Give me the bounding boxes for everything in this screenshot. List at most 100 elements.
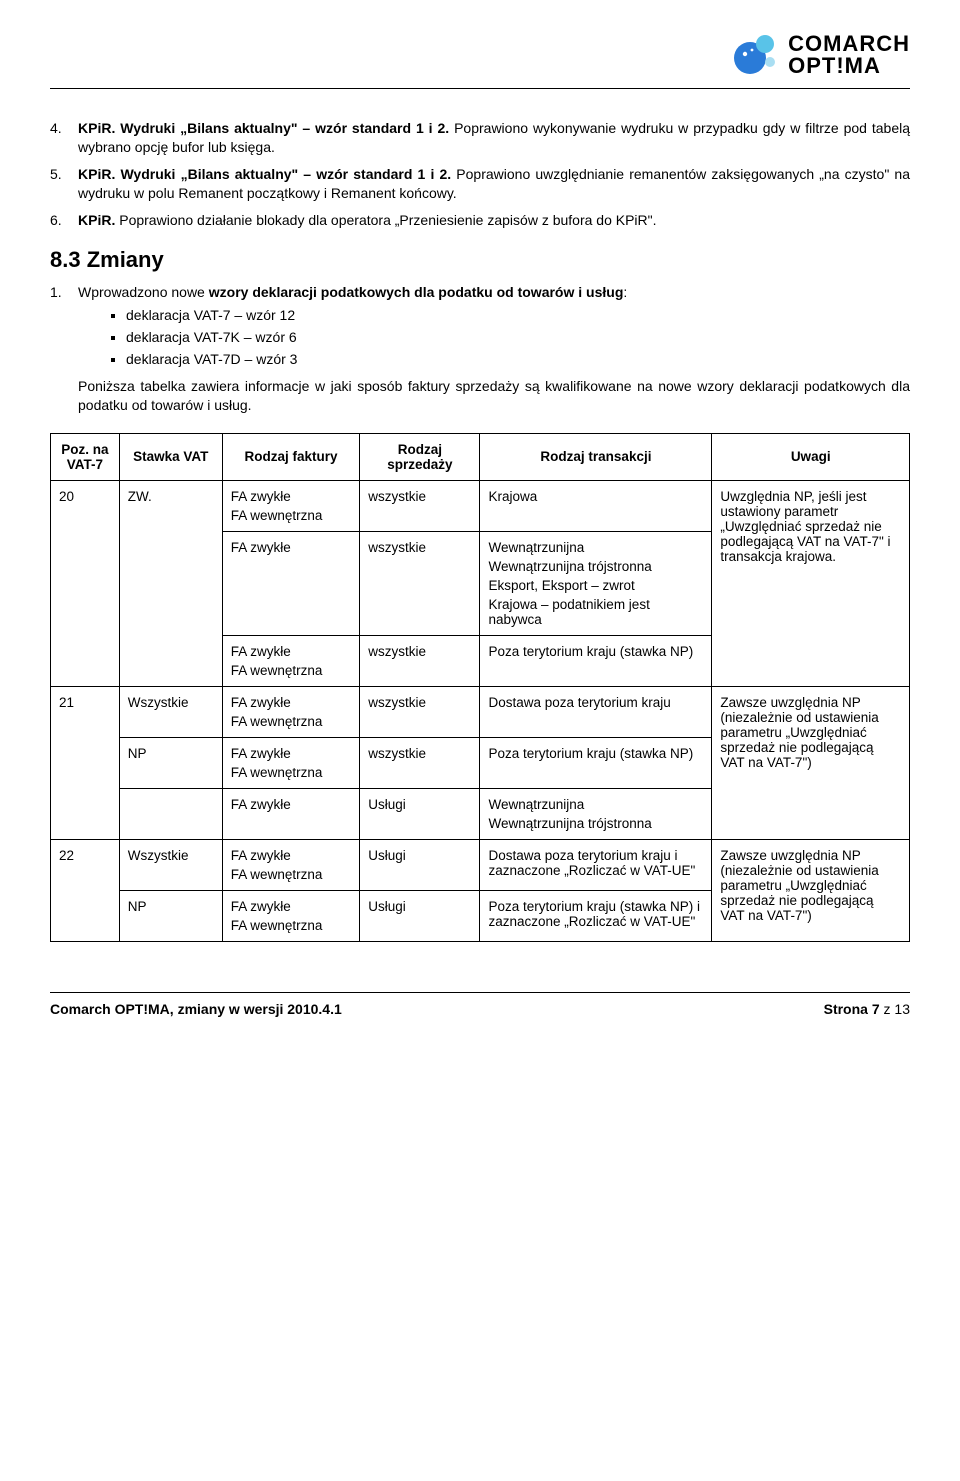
zmiany-intro-after: : [623,284,627,300]
vat-table-body: 20ZW. FA zwykłe FA wewnętrzna wszystkie Kraj… [51,480,910,941]
cell-line: Poza terytorium kraju (stawka NP) i zazn… [488,899,703,929]
cell-line: FA wewnętrzna [231,918,351,933]
cell-uwagi: Zawsze uwzględnia NP (niezależnie od ust… [712,839,910,941]
cell-stawka [119,788,222,839]
table-header-cell: Rodzaj faktury [222,433,359,480]
cell-sprzedaz: wszystkie [360,480,480,531]
cell-sprzedaz: wszystkie [360,686,480,737]
cell-line: FA zwykłe [231,746,351,761]
bullet-item: deklaracja VAT-7K – wzór 6 [126,328,910,347]
cell-uwagi: Zawsze uwzględnia NP (niezależnie od ust… [712,686,910,839]
cell-transakcja: Poza terytorium kraju (stawka NP) i zazn… [480,890,712,941]
cell-faktura: FA zwykłe FA wewnętrzna [222,686,359,737]
cell-line: FA zwykłe [231,899,351,914]
header-rule [50,88,910,89]
cell-line: Wewnątrzunijna [488,797,703,812]
cell-line: FA zwykłe [231,644,351,659]
cell-transakcja: Poza terytorium kraju (stawka NP) [480,635,712,686]
table-header-cell: Poz. na VAT-7 [51,433,120,480]
cell-transakcja: Dostawa poza terytorium kraju [480,686,712,737]
cell-poz: 20 [51,480,120,686]
list-item-num: 5. [50,165,62,184]
table-header-cell: Stawka VAT [119,433,222,480]
cell-faktura: FA zwykłe FA wewnętrzna [222,737,359,788]
cell-stawka: ZW. [119,480,222,686]
zmiany-bullets: deklaracja VAT-7 – wzór 12 deklaracja VAT… [78,306,910,369]
cell-faktura: FA zwykłe FA wewnętrzna [222,839,359,890]
logo-product: OPT!MA [788,55,910,77]
cell-sprzedaz: Usługi [360,839,480,890]
cell-faktura: FA zwykłe FA wewnętrzna [222,890,359,941]
table-header-cell: Rodzaj sprzedaży [360,433,480,480]
cell-line: Krajowa – podatnikiem jest nabywca [488,597,703,627]
zmiany-para: Poniższa tabelka zawiera informacje w ja… [78,377,910,415]
cell-transakcja: Wewnątrzunijna Wewnątrzunijna trójstronna… [480,531,712,635]
cell-stawka: NP [119,890,222,941]
cell-line: FA wewnętrzna [231,508,351,523]
footer-page-label: Strona [824,1001,872,1017]
cell-faktura: FA zwykłe FA wewnętrzna [222,480,359,531]
cell-stawka: Wszystkie [119,686,222,737]
section-heading: 8.3 Zmiany [50,247,910,273]
cell-line: FA zwykłe [231,848,351,863]
bullet-item: deklaracja VAT-7D – wzór 3 [126,350,910,369]
table-row: 22WszystkieFA zwykłeFA wewnętrznaUsługiD… [51,839,910,890]
cell-line: FA wewnętrzna [231,867,351,882]
cell-sprzedaz: Usługi [360,890,480,941]
footer-page-num: 7 [872,1001,880,1017]
cell-line: FA zwykłe [231,695,351,710]
cell-faktura: FA zwykłe [222,531,359,635]
cell-faktura: FA zwykłe [222,788,359,839]
logo: COMARCH OPT!MA [730,30,910,80]
list-item: 4.KPiR. Wydruki „Bilans aktualny" – wzór… [78,119,910,157]
bullet-item: deklaracja VAT-7 – wzór 12 [126,306,910,325]
cell-transakcja: Krajowa [480,480,712,531]
cell-stawka: Wszystkie [119,839,222,890]
cell-line: FA zwykłe [231,540,351,555]
table-header-cell: Rodzaj transakcji [480,433,712,480]
table-header-cell: Uwagi [712,433,910,480]
list-item-bold: KPiR. [78,212,115,228]
cell-line: FA wewnętrzna [231,714,351,729]
vat-table-header-row: Poz. na VAT-7Stawka VATRodzaj fakturyRod… [51,433,910,480]
page-footer: Comarch OPT!MA, zmiany w wersji 2010.4.1… [50,992,910,1017]
footer-left: Comarch OPT!MA, zmiany w wersji 2010.4.1 [50,1001,342,1017]
cell-line: FA wewnętrzna [231,765,351,780]
list-item-num: 6. [50,211,62,230]
cell-line: Poza terytorium kraju (stawka NP) [488,746,703,761]
cell-line: FA wewnętrzna [231,663,351,678]
zmiany-list: 1. Wprowadzono nowe wzory deklaracji pod… [50,283,910,414]
page-header: COMARCH OPT!MA [50,30,910,80]
footer-right: Strona 7 z 13 [824,1001,910,1017]
cell-transakcja: Dostawa poza terytorium kraju i zaznaczo… [480,839,712,890]
logo-text: COMARCH OPT!MA [788,33,910,77]
cell-line: Dostawa poza terytorium kraju [488,695,703,710]
cell-line: Eksport, Eksport – zwrot [488,578,703,593]
vat-table: Poz. na VAT-7Stawka VATRodzaj fakturyRod… [50,433,910,942]
numbered-list-4-6: 4. KPiR. Wydruki „Bilans aktualny" – wzór… [50,119,910,229]
cell-poz: 22 [51,839,120,941]
list-item-bold: KPiR. Wydruki „Bilans aktualny" – wzór s… [78,166,451,182]
cell-line: Krajowa [488,489,703,504]
zmiany-item-1: 1. Wprowadzono nowe wzory deklaracji pod… [78,283,910,414]
logo-brand: COMARCH [788,33,910,55]
zmiany-item-num: 1. [50,283,62,302]
cell-line: Wewnątrzunijna trójstronna [488,816,703,831]
list-item-bold: KPiR. Wydruki „Bilans aktualny" – wzór s… [78,120,449,136]
cell-line: FA zwykłe [231,489,351,504]
cell-line: Dostawa poza terytorium kraju i zaznaczo… [488,848,703,878]
cell-faktura: FA zwykłe FA wewnętrzna [222,635,359,686]
cell-line: Wewnątrzunijna [488,540,703,555]
table-row: 20ZW.FA zwykłeFA wewnętrznawszystkieKraj… [51,480,910,531]
footer-total: 13 [894,1001,910,1017]
cell-poz: 21 [51,686,120,839]
footer-of-label: z [880,1001,895,1017]
cell-stawka: NP [119,737,222,788]
list-item-num: 4. [50,119,62,138]
cell-sprzedaz: Usługi [360,788,480,839]
cell-line: Wewnątrzunijna trójstronna [488,559,703,574]
list-item: 6.KPiR. Poprawiono działanie blokady dla… [78,211,910,230]
list-item: 5.KPiR. Wydruki „Bilans aktualny" – wzór… [78,165,910,203]
cell-sprzedaz: wszystkie [360,635,480,686]
cell-transakcja: Wewnątrzunijna Wewnątrzunijna trójstronna [480,788,712,839]
